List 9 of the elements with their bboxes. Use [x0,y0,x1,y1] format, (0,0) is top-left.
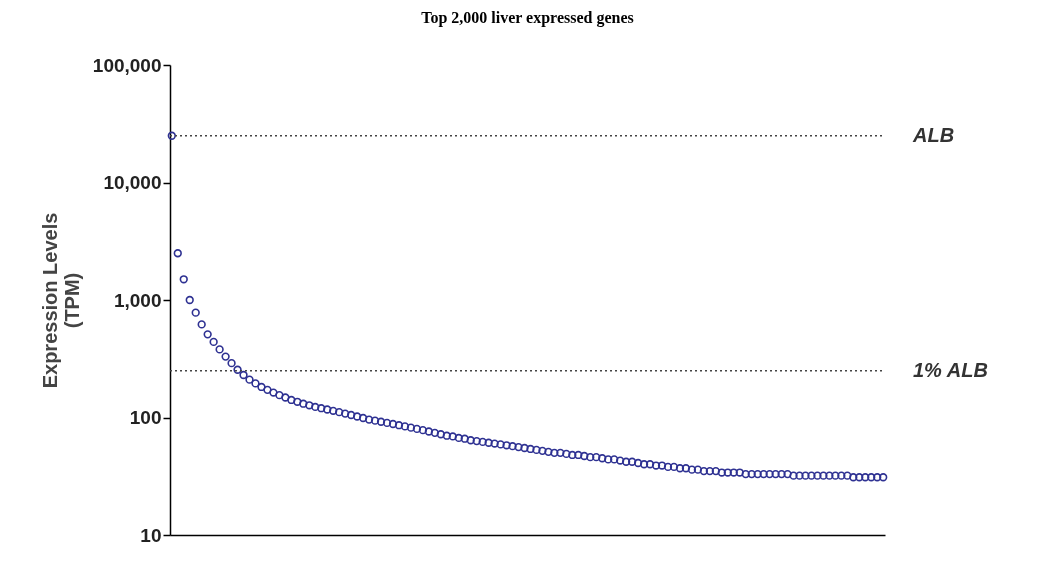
y-axis-title: Expression Levels (TPM) [38,212,83,389]
ref-line-label: ALB [912,123,955,146]
y-tick-label: 10 [140,524,162,546]
y-tick-label: 10,000 [103,172,162,193]
y-tick-label: 1,000 [113,289,162,311]
ref-line-label: 1% ALB [913,358,988,381]
y-tick-label: 100,000 [92,54,162,76]
chart-title: Top 2,000 liver expressed genes [421,9,634,27]
y-tick-label: 100 [129,407,162,428]
